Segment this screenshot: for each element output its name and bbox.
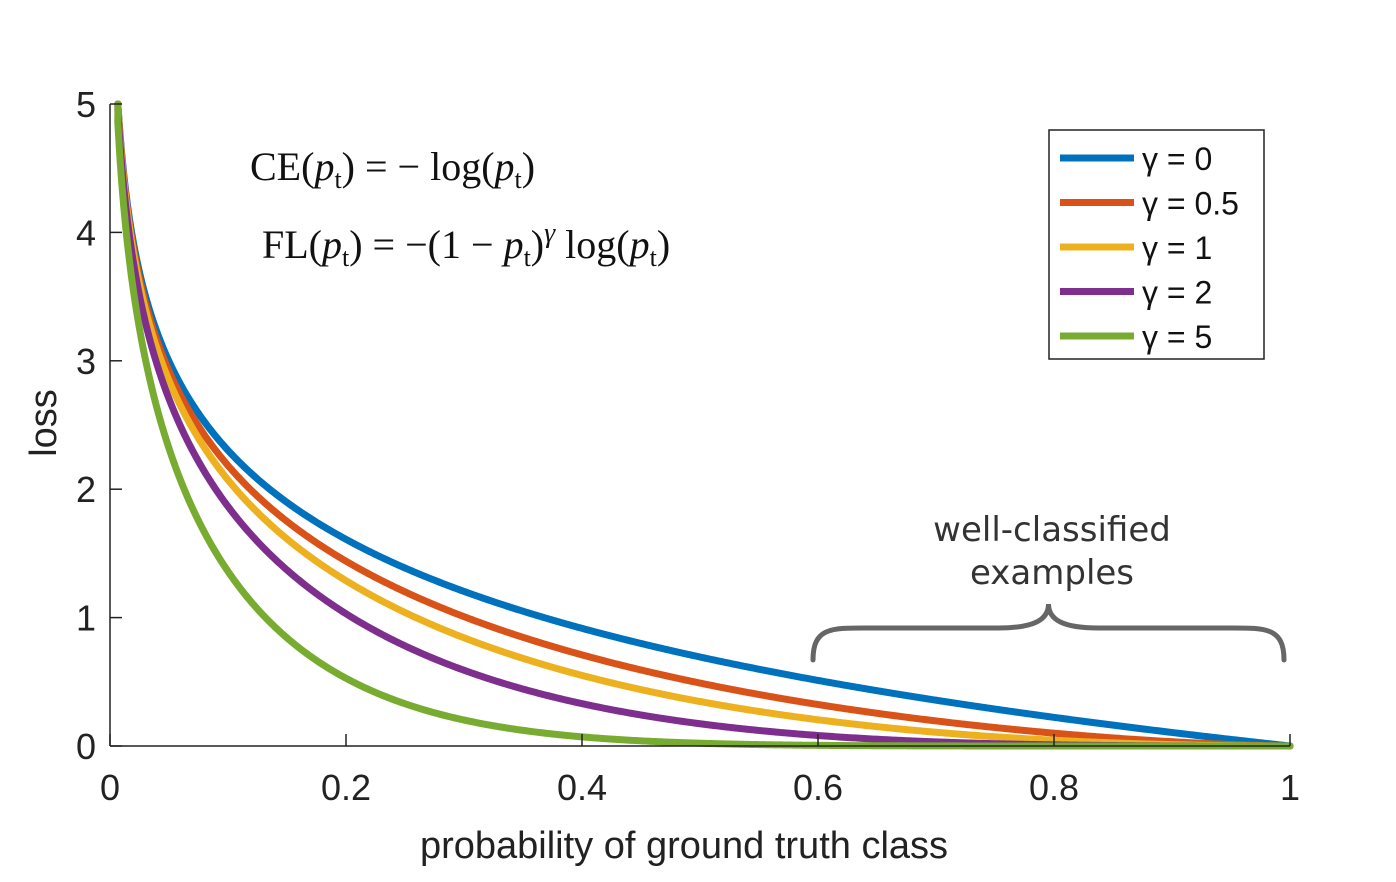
y-tick-label: 1 bbox=[76, 598, 96, 639]
x-axis-title: probability of ground truth class bbox=[420, 825, 948, 867]
y-tick-label: 0 bbox=[76, 726, 96, 767]
y-tick-label: 2 bbox=[76, 469, 96, 510]
x-tick-label: 0 bbox=[100, 767, 120, 808]
annotation-line2: examples bbox=[970, 553, 1134, 593]
x-tick-label: 0.4 bbox=[557, 767, 607, 808]
x-tick-label: 0.8 bbox=[1029, 767, 1079, 808]
legend-label: γ = 5 bbox=[1142, 319, 1212, 355]
ce-formula: CE(pt) = − log(pt) bbox=[250, 144, 535, 194]
series-line-1 bbox=[114, 100, 1294, 750]
curly-brace bbox=[810, 603, 1287, 663]
legend-label: γ = 1 bbox=[1142, 230, 1212, 266]
x-tick-label: 1 bbox=[1280, 767, 1300, 808]
y-tick-label: 5 bbox=[76, 84, 96, 125]
fl-formula: FL(pt) = −(1 − pt)γ log(pt) bbox=[262, 218, 670, 272]
formulas: CE(pt) = − log(pt) FL(pt) = −(1 − pt)γ l… bbox=[250, 144, 670, 272]
axes: 0 0.2 0.4 0.6 0.8 1 0 1 2 3 4 5 probability of groun… bbox=[23, 84, 1300, 867]
legend-label: γ = 2 bbox=[1142, 275, 1212, 311]
x-tick-label: 0.2 bbox=[321, 767, 371, 808]
well-classified-annotation: well-classified examples bbox=[810, 510, 1287, 663]
y-axis-title: loss bbox=[23, 389, 65, 457]
series-line-0 bbox=[114, 100, 1294, 750]
y-tick-label: 4 bbox=[76, 212, 96, 253]
x-tick-label: 0.6 bbox=[793, 767, 843, 808]
legend-label: γ = 0.5 bbox=[1142, 186, 1239, 222]
y-tick-label: 3 bbox=[76, 341, 96, 382]
annotation-line1: well-classified bbox=[933, 510, 1171, 550]
legend-label: γ = 0 bbox=[1142, 141, 1212, 177]
legend: γ = 0 γ = 0.5 γ = 1 γ = 2 γ = 5 bbox=[1048, 129, 1265, 360]
